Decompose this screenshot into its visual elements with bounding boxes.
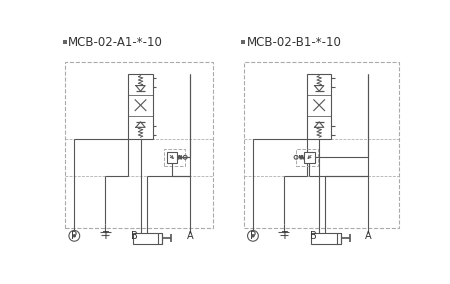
Bar xyxy=(307,74,332,139)
Bar xyxy=(128,74,153,139)
Text: MCB-02-B1-*-10: MCB-02-B1-*-10 xyxy=(247,36,342,49)
Bar xyxy=(304,152,315,163)
Text: P: P xyxy=(250,231,256,241)
Text: A: A xyxy=(186,231,193,241)
Text: B: B xyxy=(131,231,138,241)
Text: B: B xyxy=(310,231,316,241)
Text: T: T xyxy=(102,231,108,241)
Bar xyxy=(164,149,185,166)
Text: P: P xyxy=(71,231,77,241)
Text: A: A xyxy=(365,231,372,241)
Text: MCB-02-A1-*-10: MCB-02-A1-*-10 xyxy=(68,36,163,49)
Polygon shape xyxy=(315,85,324,91)
Bar xyxy=(296,149,318,166)
Polygon shape xyxy=(136,122,145,127)
Bar xyxy=(241,40,245,44)
Bar xyxy=(133,233,162,243)
Bar xyxy=(166,152,177,163)
Polygon shape xyxy=(315,122,324,127)
Text: T: T xyxy=(281,231,287,241)
Circle shape xyxy=(252,235,254,237)
Bar xyxy=(311,233,341,243)
Bar xyxy=(244,62,399,228)
Bar xyxy=(65,62,213,228)
Circle shape xyxy=(73,235,76,237)
Bar xyxy=(63,40,67,44)
Polygon shape xyxy=(136,85,145,91)
